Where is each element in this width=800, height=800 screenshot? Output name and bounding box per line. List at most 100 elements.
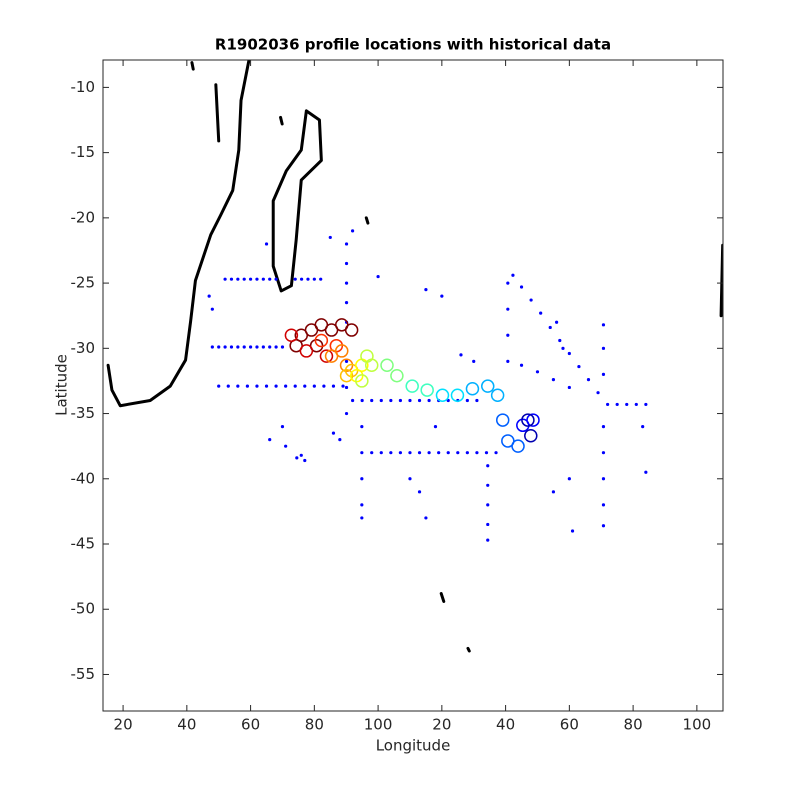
historical-point <box>424 288 428 292</box>
y-tick-label: -55 <box>71 665 96 683</box>
historical-point <box>551 378 556 382</box>
historical-point <box>456 451 460 455</box>
historical-point <box>255 345 259 349</box>
historical-point <box>484 451 489 455</box>
historical-point <box>601 503 606 507</box>
historical-point <box>255 384 259 388</box>
historical-point <box>567 351 571 356</box>
historical-point <box>350 398 355 403</box>
historical-point <box>601 451 606 455</box>
historical-point <box>360 516 364 520</box>
historical-point <box>245 384 250 388</box>
historical-point <box>506 307 510 311</box>
historical-point <box>641 424 645 429</box>
coastline <box>364 216 370 225</box>
historical-point <box>268 277 272 281</box>
historical-point <box>306 277 310 281</box>
historical-point <box>274 277 278 281</box>
historical-point <box>268 438 272 442</box>
historical-point <box>274 345 278 349</box>
historical-point <box>280 424 285 429</box>
historical-point <box>486 464 490 468</box>
historical-point <box>506 359 510 363</box>
historical-point <box>303 458 307 463</box>
historical-point <box>417 490 422 494</box>
historical-point <box>379 451 383 455</box>
historical-point <box>360 503 364 507</box>
historical-point <box>506 333 510 337</box>
x-tick-label: 60 <box>241 716 260 734</box>
historical-point <box>408 477 412 481</box>
historical-point <box>319 277 323 281</box>
historical-point <box>596 391 600 395</box>
historical-point <box>417 398 422 403</box>
historical-point <box>408 398 412 403</box>
historical-point <box>494 451 498 455</box>
historical-point <box>558 338 562 343</box>
historical-point <box>341 384 345 388</box>
historical-point <box>236 277 240 281</box>
historical-point <box>567 477 571 481</box>
historical-point <box>274 384 278 388</box>
historical-point <box>242 277 246 281</box>
historical-point <box>248 277 253 281</box>
historical-point <box>529 298 533 302</box>
historical-point <box>446 451 450 455</box>
profile-location <box>314 333 329 348</box>
historical-point <box>264 242 269 246</box>
historical-point <box>408 451 412 455</box>
historical-point <box>280 345 285 349</box>
profile-location <box>335 344 349 358</box>
historical-point <box>535 370 540 374</box>
y-tick-label: -15 <box>71 143 96 161</box>
historical-point <box>210 345 214 349</box>
historical-point <box>229 345 234 349</box>
historical-point <box>331 384 336 388</box>
profile-location <box>339 368 354 383</box>
historical-point <box>398 451 403 455</box>
profile-location <box>524 428 538 443</box>
historical-point <box>417 451 422 455</box>
profile-location <box>435 388 450 403</box>
historical-point <box>506 281 510 285</box>
historical-point <box>427 398 431 403</box>
historical-point <box>433 424 438 429</box>
historical-point <box>440 294 444 298</box>
historical-point <box>370 451 374 455</box>
historical-point <box>261 345 265 349</box>
coastline <box>466 646 471 653</box>
x-tick-label: 40 <box>177 716 196 734</box>
coastline <box>719 243 723 318</box>
historical-point <box>601 323 606 327</box>
historical-point <box>427 451 431 455</box>
plot-area <box>106 60 723 653</box>
y-tick-label: -10 <box>71 78 96 96</box>
profile-location <box>450 388 465 403</box>
profile-location <box>364 358 379 373</box>
historical-point <box>284 444 288 448</box>
profile-location <box>490 388 505 403</box>
profile-location <box>481 379 495 393</box>
historical-point <box>344 242 349 246</box>
historical-point <box>344 385 349 390</box>
historical-point <box>486 522 490 527</box>
historical-point <box>376 274 380 279</box>
historical-point <box>486 538 490 542</box>
historical-point <box>570 529 575 533</box>
historical-point <box>586 378 591 382</box>
historical-point <box>312 384 316 388</box>
historical-point <box>561 346 565 350</box>
historical-point <box>360 424 364 429</box>
profile-location <box>405 379 419 393</box>
historical-point <box>555 320 559 324</box>
y-tick-label: -30 <box>71 339 96 357</box>
historical-point <box>379 398 383 403</box>
historical-point <box>344 261 349 266</box>
profile-location <box>526 413 540 427</box>
historical-point <box>601 477 606 481</box>
profile-location <box>511 439 525 453</box>
historical-point <box>344 301 349 305</box>
historical-point <box>370 398 374 403</box>
historical-point <box>389 398 393 403</box>
historical-point <box>601 346 606 350</box>
